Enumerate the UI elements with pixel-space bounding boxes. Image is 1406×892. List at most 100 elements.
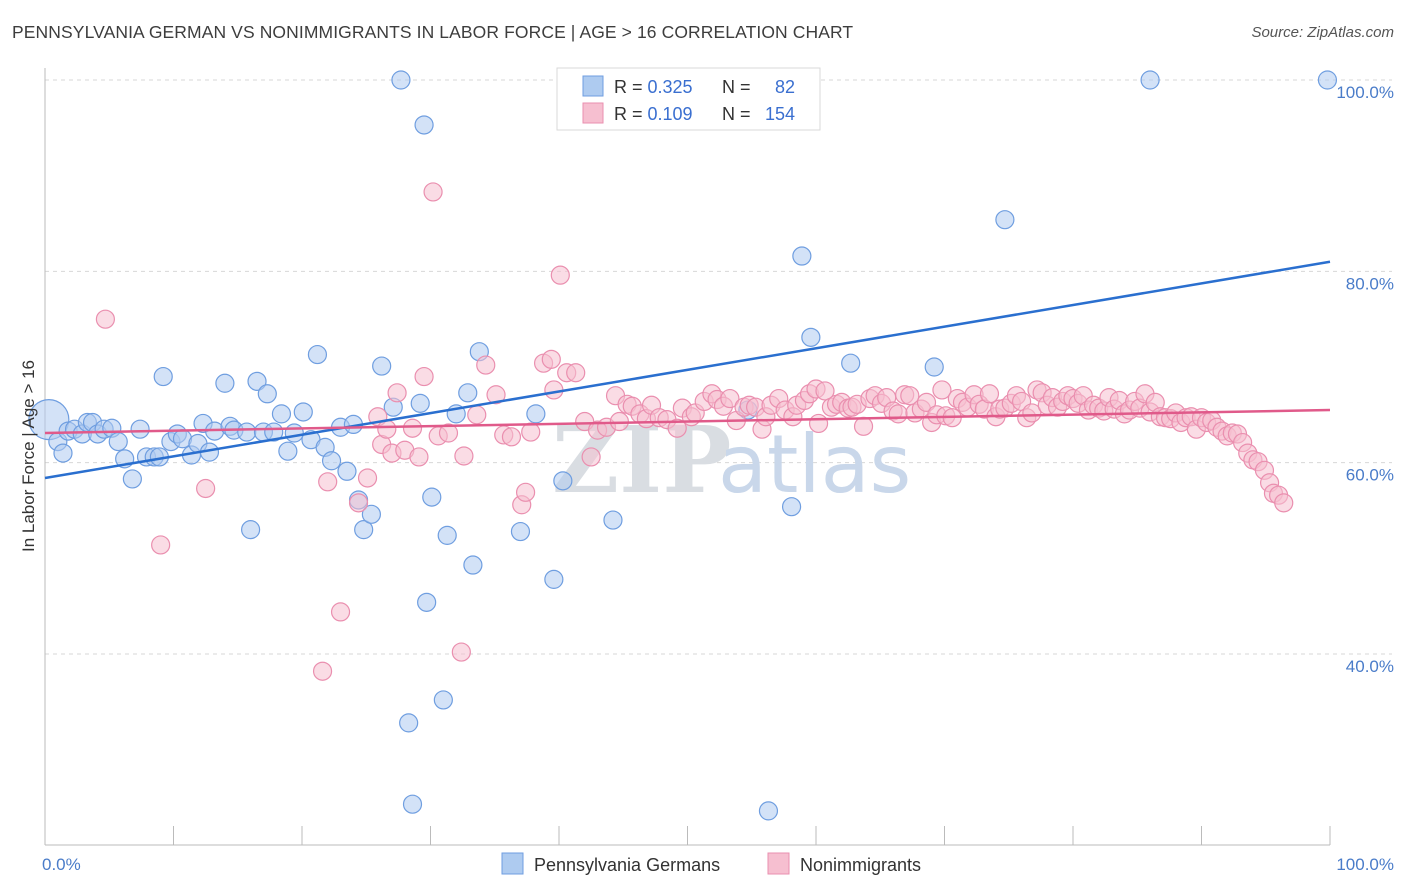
point-pink	[387, 383, 407, 403]
point-blue	[1317, 70, 1338, 90]
point-blue	[354, 520, 374, 540]
point-pink	[402, 418, 423, 438]
axes	[44, 68, 1331, 846]
point-pink	[888, 404, 908, 424]
point-blue	[995, 210, 1015, 230]
point-pink	[667, 418, 687, 438]
point-blue	[526, 404, 546, 424]
legend-blue-n-value: 82	[775, 77, 795, 97]
point-blue	[130, 419, 150, 439]
series-legend: Pennsylvania Germans Nonimmigrants	[501, 852, 921, 875]
legend-pink-swatch	[582, 102, 604, 124]
chart-title: PENNSYLVANIA GERMAN VS NONIMMIGRANTS IN …	[12, 22, 854, 42]
series-nonimmigrants	[95, 182, 1294, 681]
point-blue	[544, 569, 564, 589]
legend-blue-r-value: 0.325	[648, 77, 693, 97]
trend-line-pink	[44, 408, 1331, 435]
point-blue	[215, 373, 235, 393]
point-blue	[792, 246, 812, 266]
point-blue	[841, 353, 861, 373]
point-pink	[95, 309, 115, 329]
point-blue	[422, 487, 442, 507]
point-blue	[781, 497, 802, 517]
point-pink	[196, 478, 216, 499]
point-pink	[550, 265, 570, 285]
point-blue	[410, 393, 430, 413]
x-tick-label-end: 100.0%	[1336, 855, 1394, 874]
point-blue	[402, 794, 423, 814]
point-blue	[603, 510, 623, 530]
point-pink	[566, 363, 586, 383]
gridlines	[45, 79, 1392, 655]
point-blue	[284, 423, 304, 443]
point-pink	[808, 413, 829, 434]
legend-pink-r-label: R =	[614, 104, 648, 124]
point-blue	[758, 801, 779, 821]
point-pink	[312, 661, 333, 681]
point-pink	[916, 392, 937, 412]
point-blue	[414, 115, 434, 135]
y-tick-label: 60.0%	[1346, 466, 1394, 485]
point-pink	[451, 642, 471, 662]
point-pink	[1022, 403, 1042, 423]
point-pink	[377, 419, 397, 439]
point-pink	[348, 493, 369, 513]
point-blue	[153, 366, 173, 387]
point-pink	[454, 446, 474, 466]
legend-pink-n-label: N =	[722, 104, 751, 124]
point-pink	[1274, 493, 1294, 513]
bottom-legend-pink-swatch	[767, 852, 790, 875]
point-blue	[510, 521, 531, 542]
point-pink	[414, 366, 434, 387]
point-blue	[437, 525, 457, 545]
point-pink	[476, 355, 496, 375]
point-blue	[417, 592, 437, 612]
point-blue	[307, 344, 328, 365]
point-pink	[467, 405, 487, 425]
correlation-legend: R = 0.325 N = 82 R = 0.109 N = 154	[556, 67, 821, 131]
point-blue	[122, 469, 142, 489]
point-blue	[278, 441, 298, 461]
point-pink	[357, 468, 378, 488]
point-pink	[720, 388, 740, 409]
point-blue	[247, 371, 267, 391]
point-blue	[241, 520, 261, 540]
point-pink	[409, 447, 429, 467]
point-blue	[463, 555, 483, 575]
point-pink	[151, 535, 171, 555]
legend-blue-swatch	[582, 75, 604, 97]
bottom-legend-blue-swatch	[501, 852, 524, 875]
point-pink	[581, 447, 601, 467]
point-blue	[924, 357, 944, 377]
point-pink	[932, 380, 952, 400]
bottom-legend-label-blue: Pennsylvania Germans	[534, 855, 720, 875]
bottom-legend-label-pink: Nonimmigrants	[800, 855, 921, 875]
svg-text:R = 0.109: R = 0.109	[614, 104, 693, 124]
point-pink	[423, 182, 443, 202]
point-pink	[544, 380, 564, 400]
y-tick-label: 100.0%	[1336, 83, 1394, 102]
point-blue	[337, 461, 357, 481]
source-credit: Source: ZipAtlas.com	[1251, 24, 1394, 41]
point-pink	[486, 385, 506, 405]
point-blue	[1140, 70, 1160, 90]
point-blue	[458, 383, 478, 403]
point-blue	[391, 70, 411, 90]
point-pink	[515, 482, 536, 502]
point-pink	[900, 386, 920, 406]
svg-text:R = 0.325: R = 0.325	[614, 77, 693, 97]
legend-blue-r-label: R =	[614, 77, 648, 97]
point-blue	[553, 471, 573, 491]
point-pink	[853, 416, 874, 436]
x-tick-label-start: 0.0%	[42, 855, 81, 874]
point-blue	[237, 422, 257, 442]
point-pink	[318, 472, 338, 492]
point-blue	[433, 690, 453, 710]
point-pink	[541, 349, 561, 369]
point-pink	[438, 423, 459, 443]
point-pink	[815, 381, 835, 401]
y-tick-labels: 40.0% 60.0% 80.0% 100.0%	[1336, 83, 1394, 676]
legend-pink-n-value: 154	[765, 104, 795, 124]
point-pink	[330, 602, 351, 622]
